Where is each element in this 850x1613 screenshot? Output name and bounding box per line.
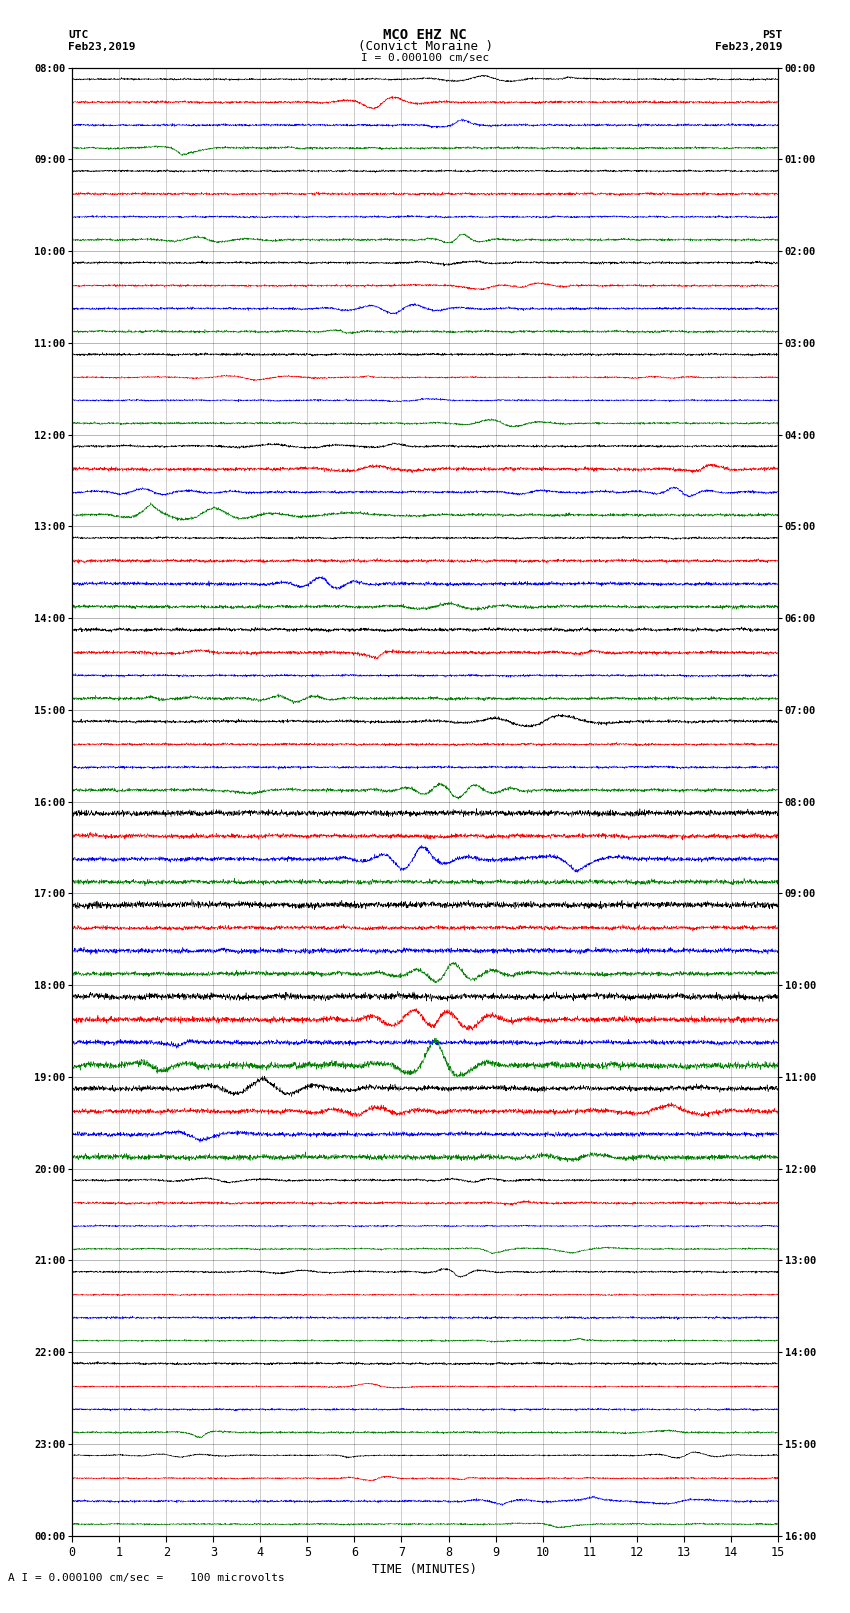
Text: A I = 0.000100 cm/sec =    100 microvolts: A I = 0.000100 cm/sec = 100 microvolts	[8, 1573, 286, 1582]
X-axis label: TIME (MINUTES): TIME (MINUTES)	[372, 1563, 478, 1576]
Text: PST: PST	[762, 31, 782, 40]
Text: MCO EHZ NC: MCO EHZ NC	[383, 29, 467, 42]
Text: UTC: UTC	[68, 31, 88, 40]
Text: I = 0.000100 cm/sec: I = 0.000100 cm/sec	[361, 53, 489, 63]
Text: Feb23,2019: Feb23,2019	[68, 42, 135, 52]
Text: (Convict Moraine ): (Convict Moraine )	[358, 40, 492, 53]
Text: Feb23,2019: Feb23,2019	[715, 42, 782, 52]
